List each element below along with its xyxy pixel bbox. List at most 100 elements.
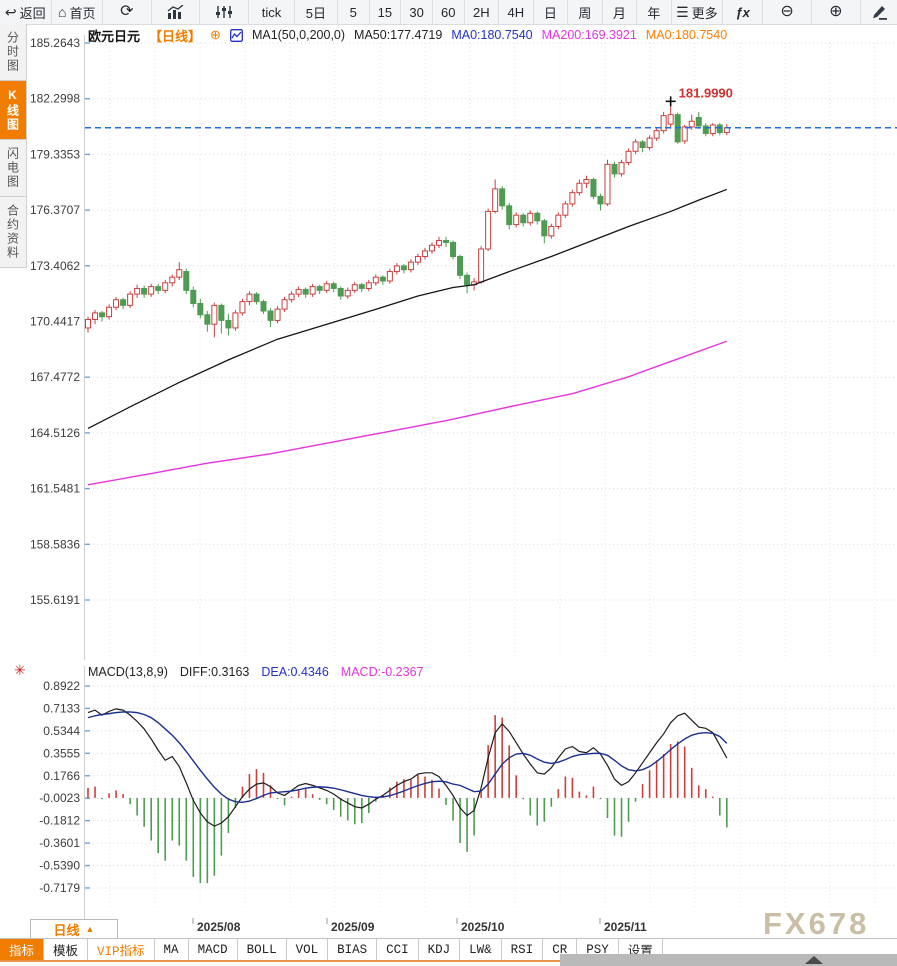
sidebar-item-contract-info[interactable]: 合约资料 [0,197,26,268]
svg-text:-0.7179: -0.7179 [39,881,80,895]
chart-type-sidebar: 分时图 K线图 闪电图 合约资料 [0,24,27,268]
svg-text:2025/10: 2025/10 [461,920,505,934]
svg-text:0.1766: 0.1766 [43,769,80,783]
candle-settings-button[interactable] [200,0,250,24]
svg-text:161.5481: 161.5481 [30,482,80,496]
svg-text:2025/08: 2025/08 [197,920,241,934]
period-year-button[interactable]: 年 [637,0,672,24]
macd-y-axis: 0.8922 0.7133 0.5344 0.3555 0.1766 -0.0023 -0.… [39,679,897,895]
tick-label: tick [261,4,282,20]
period-week-button[interactable]: 周 [568,0,603,24]
tab-bias[interactable]: BIAS [328,939,378,960]
tab-vip-indicator[interactable]: VIP指标 [88,939,155,960]
sliders-icon [216,6,233,18]
period-30min-button[interactable]: 30 [401,0,433,24]
ma0-blue-value: MA0:180.7540 [451,28,533,42]
macd-pane-header: MACD(13,8,9) DIFF:0.3163 DEA:0.4346 MACD… [88,664,423,679]
zoom-in-button[interactable]: ⊕ [812,0,861,24]
line-chart-mode-button[interactable] [152,0,201,24]
svg-text:-0.1812: -0.1812 [39,814,80,828]
tab-rsi[interactable]: RSI [502,939,544,960]
tab-cci[interactable]: CCI [377,939,419,960]
more-button[interactable]: ☰ 更多 [672,0,724,24]
symbol-name: 欧元日元 [88,28,141,44]
svg-text:179.3353: 179.3353 [30,147,80,161]
high-annotation: 181.9990 [665,85,733,107]
tab-psy[interactable]: PSY [577,939,619,960]
tab-macd[interactable]: MACD [189,939,238,960]
period-day-button[interactable]: 日 [534,0,569,24]
vertical-gridlines [109,43,876,910]
tab-ma[interactable]: MA [155,939,189,960]
svg-text:170.4417: 170.4417 [30,315,80,329]
ma50-value: MA50:177.4719 [354,28,443,42]
tab-boll[interactable]: BOLL [238,939,287,960]
macd-dea-line [87,711,728,804]
back-button[interactable]: ↩ 返回 [0,0,52,24]
mini-chart-icon [229,28,243,42]
zoom-out-button[interactable]: ⊖ [763,0,812,24]
more-label: 更多 [691,5,718,21]
period-5day-button[interactable]: 5日 [295,0,338,24]
period-4h-button[interactable]: 4H [499,0,534,24]
refresh-button[interactable]: ⟳ [103,0,152,24]
ma-settings-label: MA1(50,0,200,0) [251,28,346,42]
home-label: 首页 [69,5,96,21]
period-tick-button[interactable]: tick [249,0,295,24]
period-2h-button[interactable]: 2H [465,0,500,24]
macd-dea-value: DEA:0.4346 [261,664,329,679]
svg-text:0.7133: 0.7133 [43,701,80,715]
period-60min-button[interactable]: 60 [433,0,465,24]
home-button[interactable]: ⌂ 首页 [52,0,104,24]
back-arrow-icon: ↩ [4,4,17,20]
back-label: 返回 [19,5,46,21]
5day-label: 5日 [305,5,327,21]
svg-text:164.5126: 164.5126 [30,426,80,440]
tab-lwr[interactable]: LW& [460,939,502,960]
period-month-button[interactable]: 月 [603,0,638,24]
sidebar-item-timeshare[interactable]: 分时图 [0,24,26,81]
zoom-in-icon: ⊕ [829,3,843,20]
svg-text:-0.0023: -0.0023 [39,791,80,805]
macd-histogram [87,715,728,884]
price-y-axis: 185.2643 182.2998 179.3353 176.3707 173.4062… [30,36,897,607]
sidebar-item-kline[interactable]: K线图 [0,81,26,140]
horizontal-scrollbar[interactable] [560,954,897,966]
period-5min-button[interactable]: 5 [338,0,370,24]
macd-diff-line [87,708,728,827]
tab-kdj[interactable]: KDJ [419,939,461,960]
svg-text:173.4062: 173.4062 [30,259,80,273]
bar-chart-icon [167,5,183,19]
svg-text:0.8922: 0.8922 [43,679,80,693]
price-chart-header: 欧元日元 【日线】 ⊕ MA1(50,0,200,0) MA50:177.471… [88,27,727,44]
svg-text:0.3555: 0.3555 [43,746,80,760]
tab-indicator[interactable]: 指标 [0,939,45,960]
refresh-icon: ⟳ [120,3,134,20]
formula-button[interactable]: ƒx [723,0,764,24]
tab-template[interactable]: 模板 [44,939,89,960]
draw-button[interactable] [861,0,897,24]
period-selector[interactable]: 日线 ▲ [30,919,118,939]
svg-text:-0.5390: -0.5390 [39,859,80,873]
x-axis-labels: 2025/08 2025/09 2025/10 2025/11 [192,918,647,934]
svg-text:155.6191: 155.6191 [30,593,80,607]
svg-text:-0.3601: -0.3601 [39,836,80,850]
svg-text:0.5344: 0.5344 [43,724,80,738]
add-indicator-icon[interactable]: ⊕ [210,27,221,42]
macd-hist-value: MACD:-0.2367 [340,664,424,679]
tab-cr[interactable]: CR [543,939,578,960]
svg-text:167.4772: 167.4772 [30,370,80,384]
sidebar-item-lightning[interactable]: 闪电图 [0,140,26,197]
macd-settings-icon[interactable]: ✳ [14,662,26,678]
tab-vol[interactable]: VOL [287,939,329,960]
period-15min-button[interactable]: 15 [370,0,402,24]
scrollbar-arrow-icon [805,956,823,964]
svg-text:2025/09: 2025/09 [331,920,375,934]
svg-text:181.9990: 181.9990 [679,85,733,100]
top-toolbar: ↩ 返回 ⌂ 首页 ⟳ tick 5日 5 15 [0,0,897,25]
ma50-line [87,188,728,430]
period-badge: 【日线】 [149,28,202,44]
ma200-line [87,340,728,486]
